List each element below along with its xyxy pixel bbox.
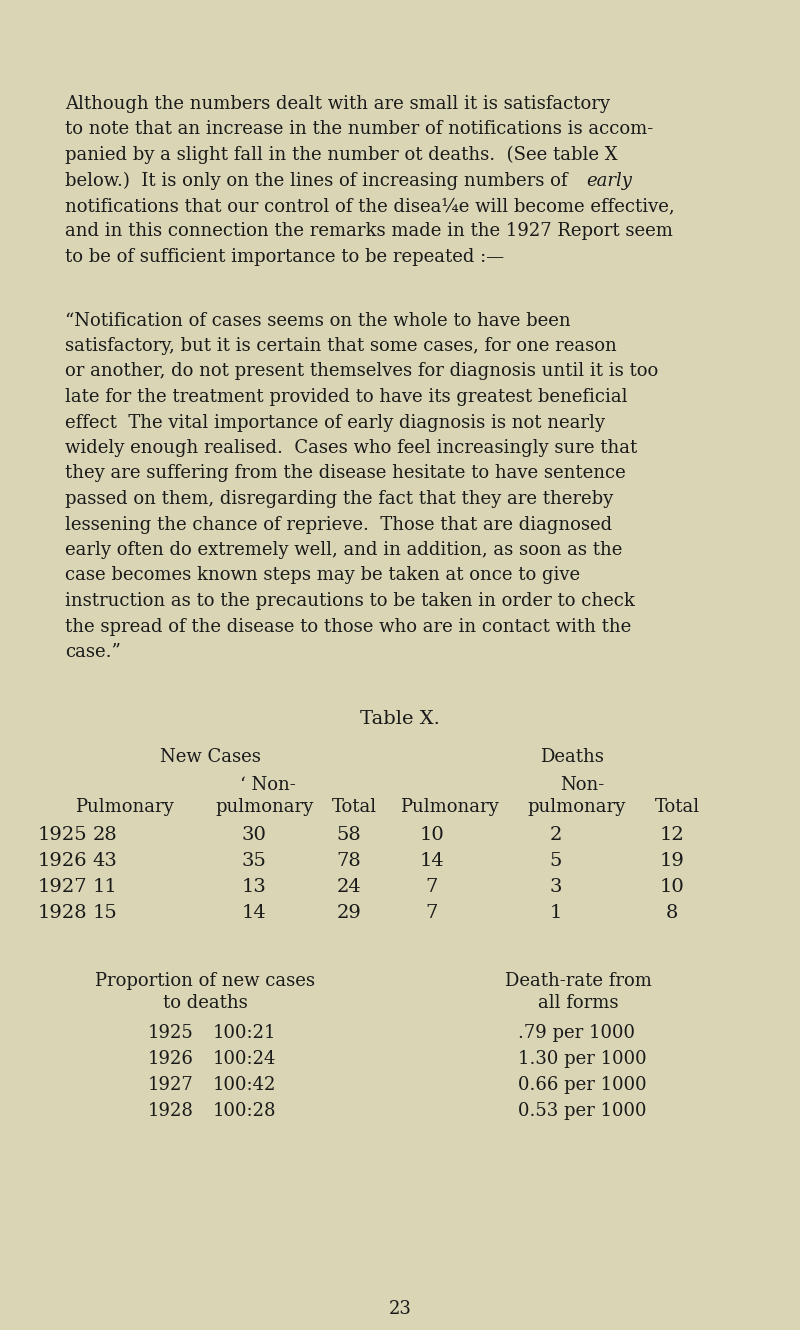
Text: 1926: 1926: [148, 1051, 194, 1068]
Text: pulmonary: pulmonary: [215, 798, 314, 817]
Text: the spread of the disease to those who are in contact with the: the spread of the disease to those who a…: [65, 617, 631, 636]
Text: 12: 12: [660, 826, 684, 845]
Text: notifications that our control of the disea¼e will become effective,: notifications that our control of the di…: [65, 197, 674, 215]
Text: they are suffering from the disease hesitate to have sentence: they are suffering from the disease hesi…: [65, 464, 626, 483]
Text: New Cases: New Cases: [159, 749, 261, 766]
Text: passed on them, disregarding the fact that they are thereby: passed on them, disregarding the fact th…: [65, 489, 614, 508]
Text: lessening the chance of reprieve.  Those that are diagnosed: lessening the chance of reprieve. Those …: [65, 516, 612, 533]
Text: 28: 28: [93, 826, 118, 845]
Text: 23: 23: [389, 1299, 411, 1318]
Text: 14: 14: [420, 853, 444, 871]
Text: 35: 35: [242, 853, 266, 871]
Text: Table X.: Table X.: [360, 710, 440, 729]
Text: 1925: 1925: [38, 826, 88, 845]
Text: 1928: 1928: [38, 904, 88, 923]
Text: effect  The vital importance of early diagnosis is not nearly: effect The vital importance of early dia…: [65, 414, 605, 431]
Text: late for the treatment provided to have its greatest beneficial: late for the treatment provided to have …: [65, 388, 627, 406]
Text: 8: 8: [666, 904, 678, 923]
Text: and in this connection the remarks made in the 1927 Report seem: and in this connection the remarks made …: [65, 222, 673, 241]
Text: to note that an increase in the number of notifications is accom-: to note that an increase in the number o…: [65, 121, 654, 138]
Text: .79 per 1000: .79 per 1000: [518, 1024, 635, 1043]
Text: 13: 13: [242, 879, 266, 896]
Text: 1927: 1927: [148, 1076, 194, 1095]
Text: to deaths: to deaths: [162, 995, 247, 1012]
Text: early: early: [586, 172, 632, 189]
Text: 24: 24: [337, 879, 362, 896]
Text: “Notification of cases seems on the whole to have been: “Notification of cases seems on the whol…: [65, 311, 570, 330]
Text: 7: 7: [426, 879, 438, 896]
Text: 1927: 1927: [38, 879, 88, 896]
Text: 1.30 per 1000: 1.30 per 1000: [518, 1051, 646, 1068]
Text: 29: 29: [337, 904, 362, 923]
Text: Proportion of new cases: Proportion of new cases: [95, 972, 315, 991]
Text: pulmonary: pulmonary: [527, 798, 626, 817]
Text: 7: 7: [426, 904, 438, 923]
Text: satisfactory, but it is certain that some cases, for one reason: satisfactory, but it is certain that som…: [65, 336, 617, 355]
Text: 1926: 1926: [38, 853, 88, 871]
Text: Deaths: Deaths: [540, 749, 604, 766]
Text: 5: 5: [550, 853, 562, 871]
Text: 2: 2: [550, 826, 562, 845]
Text: 10: 10: [420, 826, 444, 845]
Text: instruction as to the precautions to be taken in order to check: instruction as to the precautions to be …: [65, 592, 635, 610]
Text: 10: 10: [660, 879, 684, 896]
Text: 100:28: 100:28: [213, 1103, 277, 1120]
Text: 100:24: 100:24: [213, 1051, 276, 1068]
Text: 1: 1: [550, 904, 562, 923]
Text: widely enough realised.  Cases who feel increasingly sure that: widely enough realised. Cases who feel i…: [65, 439, 638, 458]
Text: Pulmonary: Pulmonary: [75, 798, 174, 817]
Text: 3: 3: [550, 879, 562, 896]
Text: Non-: Non-: [560, 777, 604, 794]
Text: 19: 19: [659, 853, 685, 871]
Text: 100:21: 100:21: [213, 1024, 277, 1043]
Text: 1928: 1928: [148, 1103, 194, 1120]
Text: Pulmonary: Pulmonary: [400, 798, 498, 817]
Text: or another, do not present themselves for diagnosis until it is too: or another, do not present themselves fo…: [65, 363, 658, 380]
Text: 15: 15: [93, 904, 118, 923]
Text: Total: Total: [655, 798, 700, 817]
Text: 30: 30: [242, 826, 266, 845]
Text: 43: 43: [93, 853, 118, 871]
Text: Death-rate from: Death-rate from: [505, 972, 651, 991]
Text: ‘ Non-: ‘ Non-: [240, 777, 296, 794]
Text: 78: 78: [337, 853, 362, 871]
Text: 0.53 per 1000: 0.53 per 1000: [518, 1103, 646, 1120]
Text: below.)  It is only on the lines of increasing numbers of: below.) It is only on the lines of incre…: [65, 172, 567, 190]
Text: panied by a slight fall in the number ot deaths.  (See table X: panied by a slight fall in the number ot…: [65, 146, 618, 164]
Text: to be of sufficient importance to be repeated :—: to be of sufficient importance to be rep…: [65, 247, 504, 266]
Text: 0.66 per 1000: 0.66 per 1000: [518, 1076, 646, 1095]
Text: 14: 14: [242, 904, 266, 923]
Text: early often do extremely well, and in addition, as soon as the: early often do extremely well, and in ad…: [65, 541, 622, 559]
Text: Total: Total: [332, 798, 377, 817]
Text: case becomes known steps may be taken at once to give: case becomes known steps may be taken at…: [65, 567, 580, 584]
Text: case.”: case.”: [65, 642, 121, 661]
Text: all forms: all forms: [538, 995, 618, 1012]
Text: 100:42: 100:42: [213, 1076, 276, 1095]
Text: 58: 58: [337, 826, 362, 845]
Text: 1925: 1925: [148, 1024, 194, 1043]
Text: Although the numbers dealt with are small it is satisfactory: Although the numbers dealt with are smal…: [65, 94, 610, 113]
Text: 11: 11: [93, 879, 118, 896]
